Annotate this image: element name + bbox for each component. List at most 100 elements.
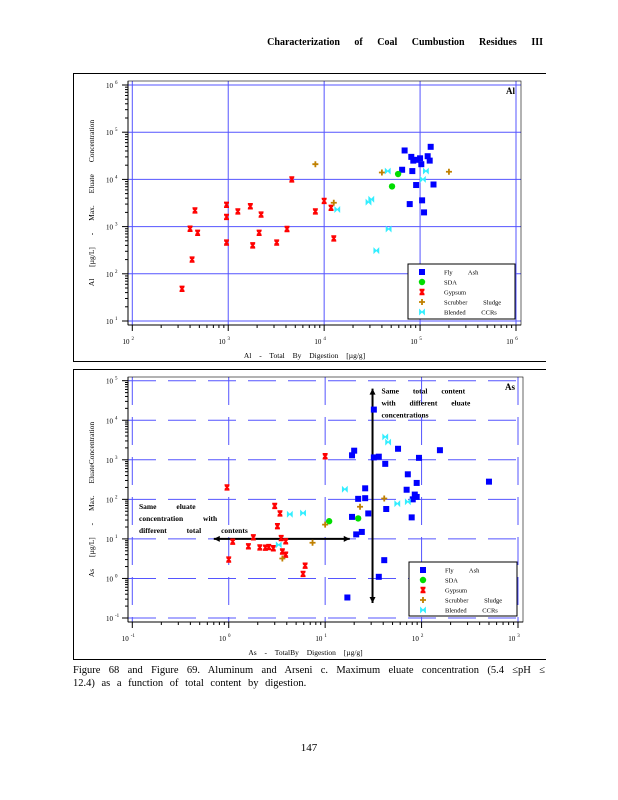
annotation-text: concentrations	[382, 411, 429, 420]
data-point	[286, 510, 293, 518]
series-sda	[325, 515, 362, 525]
data-point	[430, 181, 437, 188]
data-point	[408, 514, 415, 521]
data-point	[445, 168, 452, 175]
legend-marker	[420, 597, 426, 603]
legend: Fly Ash SDA Gypsum Scrubber Sludge Blended C…	[408, 561, 518, 617]
data-point	[409, 496, 416, 503]
legend-label: Gypsum	[445, 588, 467, 595]
series-blended-ccrs	[275, 433, 411, 549]
data-point	[250, 534, 256, 541]
chart-title: Al	[506, 86, 515, 96]
x-tick-label: 10 6	[506, 337, 518, 346]
legend-marker	[419, 308, 425, 316]
data-point	[415, 454, 422, 461]
data-point	[284, 225, 290, 233]
data-point	[330, 199, 337, 206]
figure-69-frame	[73, 369, 546, 660]
page-number: 147	[300, 742, 318, 754]
legend-box	[408, 561, 518, 617]
data-point	[179, 285, 185, 293]
legend: Fly Ash SDA Gypsum Scrubber Sludge Blended C…	[407, 263, 516, 320]
legend-label: Gypsum	[444, 290, 466, 297]
data-point	[382, 460, 389, 467]
series-fly-ash	[344, 406, 492, 601]
data-point	[322, 453, 328, 460]
y-tick-label: 10 1	[106, 535, 118, 544]
y-tick-label: 10 1	[106, 317, 118, 326]
data-point	[274, 522, 280, 530]
tick-exponent: 5	[115, 128, 118, 133]
data-point	[362, 485, 369, 492]
data-point	[258, 211, 264, 218]
data-point	[334, 206, 341, 213]
y-tick-label: 10 5	[106, 128, 118, 137]
data-point	[270, 545, 276, 552]
arsenic-chart: 10 -1 10 0 10 1 10 2 10 310 -110 010 110 210 310 410 5As…	[87, 376, 524, 657]
data-point	[353, 531, 360, 538]
tick-exponent: 4	[115, 416, 118, 421]
data-point	[394, 500, 401, 508]
data-point	[395, 445, 402, 452]
data-point	[274, 239, 280, 246]
data-point	[279, 555, 286, 562]
data-point	[277, 510, 283, 517]
y-tick-label: 10 -1	[106, 614, 120, 623]
data-point	[344, 594, 351, 601]
legend-label: SDA	[444, 280, 457, 287]
annotation: Same total content with different eluate c…	[369, 387, 471, 603]
data-point	[370, 406, 377, 413]
data-point	[370, 454, 377, 461]
tick-exponent: 5	[115, 377, 118, 382]
data-point	[422, 167, 429, 175]
y-tick-label: 10 2	[106, 495, 118, 504]
data-point	[373, 247, 380, 255]
tick-exponent: -1	[115, 614, 120, 619]
x-tick-label: 10 -1	[122, 634, 136, 643]
data-point	[382, 433, 389, 441]
data-point	[250, 242, 256, 249]
tick-exponent: 1	[324, 634, 327, 639]
legend-label: Scrubber Sludge	[444, 300, 501, 307]
data-point	[351, 447, 358, 454]
x-tick-label: 10 4	[314, 337, 326, 346]
data-point	[362, 495, 369, 502]
y-tick-label: 10 3	[106, 456, 118, 465]
data-point	[235, 208, 241, 215]
data-point	[424, 153, 431, 160]
data-point	[384, 167, 391, 175]
y-tick-label: 10 4	[106, 416, 118, 425]
data-point	[266, 543, 272, 551]
annotation-text: Same eluate	[139, 502, 196, 511]
x-tick-label: 10 2	[412, 634, 424, 643]
chart-title: As	[505, 382, 515, 392]
data-point	[325, 518, 333, 525]
y-tick-label: 10 6	[106, 81, 118, 90]
data-point	[224, 201, 230, 208]
data-point	[279, 548, 285, 555]
data-point	[413, 156, 420, 163]
data-point	[421, 209, 428, 216]
legend-box	[407, 263, 516, 320]
x-tick-label: 10 2	[123, 337, 135, 346]
data-point	[403, 486, 410, 493]
tick-exponent: 1	[115, 535, 118, 540]
series-gypsum	[224, 453, 328, 578]
legend-label: Fly Ash	[444, 270, 479, 277]
data-point	[378, 169, 385, 176]
y-axis-label: Al [µg/L] - Max. Eluate Concentration	[87, 120, 96, 287]
data-point	[383, 506, 390, 513]
tick-exponent: 4	[323, 337, 326, 342]
legend-marker	[419, 299, 425, 305]
data-point	[187, 225, 193, 232]
data-point	[341, 485, 348, 493]
data-point	[388, 183, 396, 190]
data-point	[245, 543, 251, 550]
data-point	[312, 208, 318, 215]
data-point	[256, 229, 262, 236]
data-point	[404, 471, 411, 478]
data-point	[289, 176, 295, 183]
legend-label: Scrubber Sludge	[445, 598, 502, 605]
series-scrubber-sludge	[279, 495, 388, 562]
